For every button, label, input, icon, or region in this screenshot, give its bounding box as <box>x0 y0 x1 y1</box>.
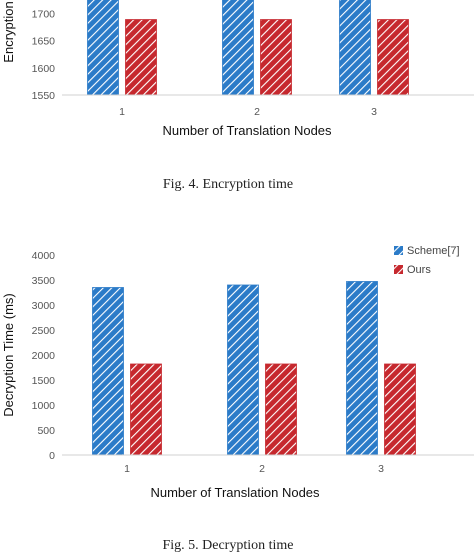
encryption-y-axis-title: Encryption <box>1 1 16 62</box>
decryption-legend: Scheme[7] Ours <box>394 245 460 276</box>
decryption-y-tick-label: 3000 <box>32 300 56 312</box>
legend-swatch-scheme7 <box>394 246 403 255</box>
encryption-x-axis-title: Number of Translation Nodes <box>162 123 332 138</box>
encryption-bar-series1-3 <box>339 0 371 96</box>
legend-label-ours: Ours <box>407 264 431 276</box>
decryption-x-tick-label: 1 <box>124 463 130 475</box>
decryption-x-axis-title: Number of Translation Nodes <box>150 485 320 500</box>
encryption-bar-series2-1 <box>125 19 157 96</box>
decryption-caption: Fig. 5. Decryption time <box>162 538 293 553</box>
decryption-x-ticks: 1 2 3 <box>124 463 384 475</box>
encryption-caption: Fig. 4. Encryption time <box>163 177 293 192</box>
decryption-y-tick-label: 500 <box>37 425 55 437</box>
decryption-bar-series1-3 <box>346 281 378 456</box>
decryption-chart: 0 500 1000 1500 2000 2500 3000 3500 4000 1 2 3 Dec… <box>1 245 474 553</box>
encryption-bar-series1-2 <box>222 0 254 96</box>
decryption-x-tick-label: 3 <box>378 463 384 475</box>
decryption-y-tick-label: 4000 <box>32 250 56 262</box>
decryption-y-tick-label: 2000 <box>32 350 56 362</box>
encryption-y-tick-label: 1550 <box>32 90 56 102</box>
decryption-y-ticks: 0 500 1000 1500 2000 2500 3000 3500 4000 <box>32 250 56 462</box>
decryption-bar-series2-2 <box>265 363 297 456</box>
legend-label-scheme7: Scheme[7] <box>407 245 460 257</box>
decryption-x-tick-label: 2 <box>259 463 265 475</box>
decryption-y-tick-label: 2500 <box>32 325 56 337</box>
encryption-bars <box>87 0 409 96</box>
decryption-bar-series1-1 <box>92 287 124 456</box>
encryption-chart: 1550 1600 1650 1700 1 2 3 Encryption Number o… <box>1 0 474 192</box>
encryption-x-tick-label: 3 <box>371 106 377 118</box>
encryption-y-ticks: 1550 1600 1650 1700 <box>32 9 56 102</box>
decryption-bars <box>92 281 416 456</box>
legend-swatch-ours <box>394 265 403 274</box>
decryption-y-tick-label: 1500 <box>32 375 56 387</box>
decryption-y-tick-label: 1000 <box>32 400 56 412</box>
decryption-y-tick-label: 3500 <box>32 275 56 287</box>
encryption-bar-series1-1 <box>87 0 119 96</box>
decryption-y-axis-title: Decryption Time (ms) <box>1 293 16 417</box>
encryption-y-tick-label: 1700 <box>32 9 56 21</box>
encryption-x-tick-label: 2 <box>254 106 260 118</box>
encryption-y-tick-label: 1650 <box>32 36 56 48</box>
encryption-bar-series2-2 <box>260 19 292 96</box>
decryption-bar-series2-1 <box>130 363 162 456</box>
encryption-x-tick-label: 1 <box>119 106 125 118</box>
encryption-y-tick-label: 1600 <box>32 63 56 75</box>
decryption-bar-series1-2 <box>227 284 259 456</box>
decryption-bar-series2-3 <box>384 363 416 456</box>
encryption-bar-series2-3 <box>377 19 409 96</box>
encryption-x-ticks: 1 2 3 <box>119 106 377 118</box>
decryption-y-tick-label: 0 <box>49 450 55 462</box>
